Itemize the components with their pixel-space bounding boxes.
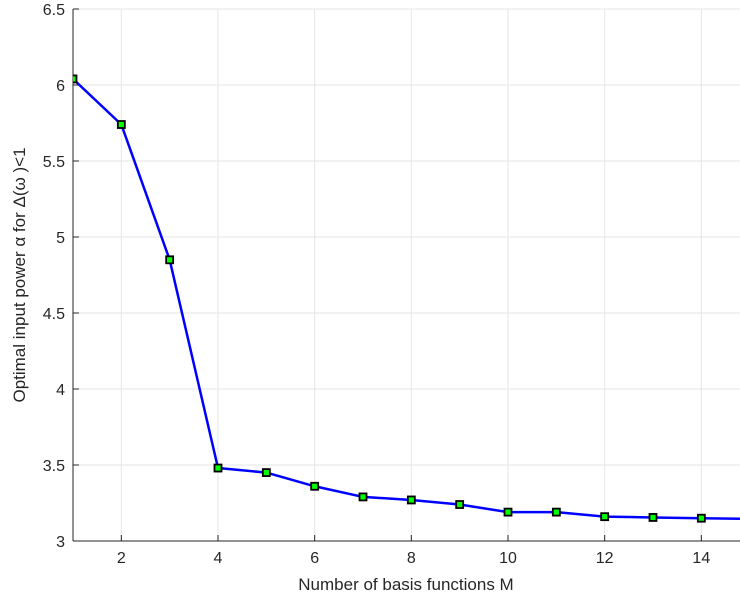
x-tick-label: 8 xyxy=(407,550,416,567)
x-tick-label: 14 xyxy=(692,550,710,567)
data-point-marker xyxy=(213,463,223,473)
x-axis-label: Number of basis functions M xyxy=(298,575,513,594)
x-tick-label: 10 xyxy=(499,550,517,567)
axes xyxy=(72,8,740,542)
y-tick-label: 3.5 xyxy=(43,458,65,475)
y-tick-label: 4.5 xyxy=(43,306,65,323)
x-tick-label: 6 xyxy=(310,550,319,567)
plot-background xyxy=(73,9,740,541)
data-point-marker xyxy=(551,507,561,517)
data-point-marker xyxy=(165,255,175,265)
x-tick-label: 2 xyxy=(117,550,126,567)
y-tick-label: 4 xyxy=(56,382,65,399)
y-tick-label: 6.5 xyxy=(43,2,65,19)
data-point-marker xyxy=(358,492,368,502)
data-point-marker xyxy=(261,468,271,478)
plot-area xyxy=(73,74,740,523)
data-point-marker xyxy=(406,495,416,505)
data-point-marker xyxy=(310,481,320,491)
series-group xyxy=(73,74,740,523)
data-point-marker xyxy=(455,500,465,509)
data-point-marker xyxy=(696,513,706,523)
data-point-marker xyxy=(503,507,513,517)
y-tick-label: 3 xyxy=(56,534,65,551)
data-point-marker xyxy=(116,120,126,129)
y-tick-label: 6 xyxy=(56,78,65,95)
tick-labels: 2 4 6 8 10 12 14 3 3.5 4 4.5 5 5.5 6 6.5 xyxy=(43,2,711,567)
data-point-marker xyxy=(73,74,78,84)
y-axis-label: Optimal input power α for Δ(ω )<1 xyxy=(10,147,29,402)
x-tick-label: 12 xyxy=(596,550,614,567)
data-point-marker xyxy=(600,512,610,522)
x-tick-label: 4 xyxy=(214,550,223,567)
data-point-marker xyxy=(648,513,658,522)
y-tick-label: 5 xyxy=(56,230,65,247)
y-tick-label: 5.5 xyxy=(43,154,65,171)
